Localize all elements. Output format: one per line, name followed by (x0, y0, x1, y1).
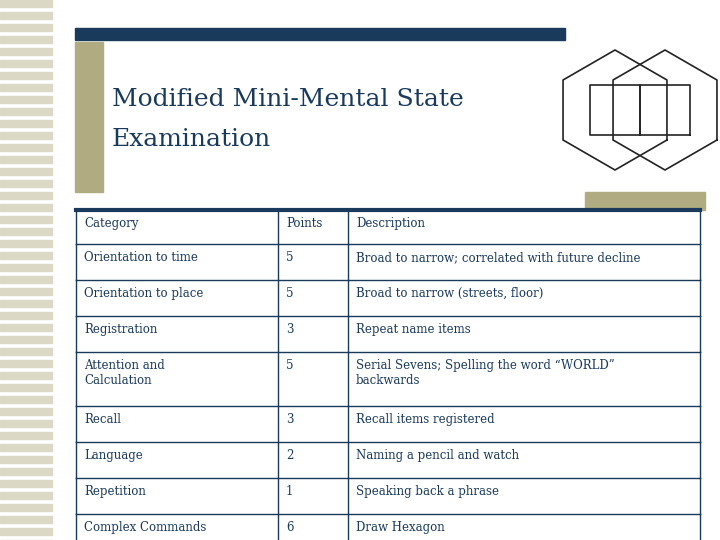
Bar (0, 384, 52, 391)
Text: Orientation to time: Orientation to time (84, 251, 198, 264)
Text: 3: 3 (286, 413, 294, 426)
Text: 2: 2 (286, 449, 293, 462)
Bar (0, 408, 52, 415)
Bar (0, 360, 52, 367)
Bar (0, 108, 52, 115)
Bar (0, 144, 52, 151)
Text: Orientation to place: Orientation to place (84, 287, 203, 300)
Bar (0, 480, 52, 487)
Bar (0, 288, 52, 295)
Bar (0, 0, 52, 7)
Bar (0, 432, 52, 439)
Text: Attention and
Calculation: Attention and Calculation (84, 359, 165, 387)
Bar (0, 492, 52, 499)
Text: 3: 3 (286, 323, 294, 336)
Bar (75, 28, 565, 40)
Bar (0, 72, 52, 79)
Text: 1: 1 (286, 485, 293, 498)
Bar (0, 276, 52, 283)
Text: Registration: Registration (84, 323, 158, 336)
Bar (0, 84, 52, 91)
Bar (75, 42, 103, 192)
Bar (0, 300, 52, 307)
Bar (0, 132, 52, 139)
Bar (0, 192, 52, 199)
Bar (0, 420, 52, 427)
Bar (0, 312, 52, 319)
Bar (0, 12, 52, 19)
Text: 5: 5 (286, 287, 294, 300)
Bar (0, 60, 52, 67)
Text: Language: Language (84, 449, 143, 462)
Bar (0, 156, 52, 163)
Bar (0, 252, 52, 259)
Text: Recall items registered: Recall items registered (356, 413, 495, 426)
Text: Modified Mini-Mental State: Modified Mini-Mental State (112, 88, 464, 111)
Text: Points: Points (286, 217, 323, 230)
Bar (0, 48, 52, 55)
Bar (0, 228, 52, 235)
Text: Repeat name items: Repeat name items (356, 323, 471, 336)
Text: Recall: Recall (84, 413, 121, 426)
Bar (0, 216, 52, 223)
Bar (0, 264, 52, 271)
Text: Description: Description (356, 217, 425, 230)
Text: Draw Hexagon: Draw Hexagon (356, 521, 445, 534)
Text: Complex Commands: Complex Commands (84, 521, 207, 534)
Text: Broad to narrow (streets, floor): Broad to narrow (streets, floor) (356, 287, 544, 300)
Bar (0, 36, 52, 43)
Bar (0, 24, 52, 31)
Bar (0, 528, 52, 535)
Bar (0, 240, 52, 247)
Bar (0, 372, 52, 379)
Text: Category: Category (84, 217, 138, 230)
Bar (0, 504, 52, 511)
Bar (0, 396, 52, 403)
Bar (0, 324, 52, 331)
Bar (0, 180, 52, 187)
Bar (0, 120, 52, 127)
Text: 5: 5 (286, 251, 294, 264)
Text: 5: 5 (286, 359, 294, 372)
Bar (585, 192, 705, 210)
Bar (0, 348, 52, 355)
Text: Repetition: Repetition (84, 485, 146, 498)
Bar (0, 444, 52, 451)
Text: Serial Sevens; Spelling the word “WORLD”
backwards: Serial Sevens; Spelling the word “WORLD”… (356, 359, 615, 387)
Text: 6: 6 (286, 521, 294, 534)
Bar (0, 204, 52, 211)
Bar (0, 168, 52, 175)
Bar (0, 516, 52, 523)
Bar (0, 96, 52, 103)
Text: Examination: Examination (112, 128, 271, 151)
Text: Broad to narrow; correlated with future decline: Broad to narrow; correlated with future … (356, 251, 641, 264)
Bar (0, 468, 52, 475)
Text: Naming a pencil and watch: Naming a pencil and watch (356, 449, 519, 462)
Bar (0, 456, 52, 463)
Bar (0, 336, 52, 343)
Text: Speaking back a phrase: Speaking back a phrase (356, 485, 499, 498)
